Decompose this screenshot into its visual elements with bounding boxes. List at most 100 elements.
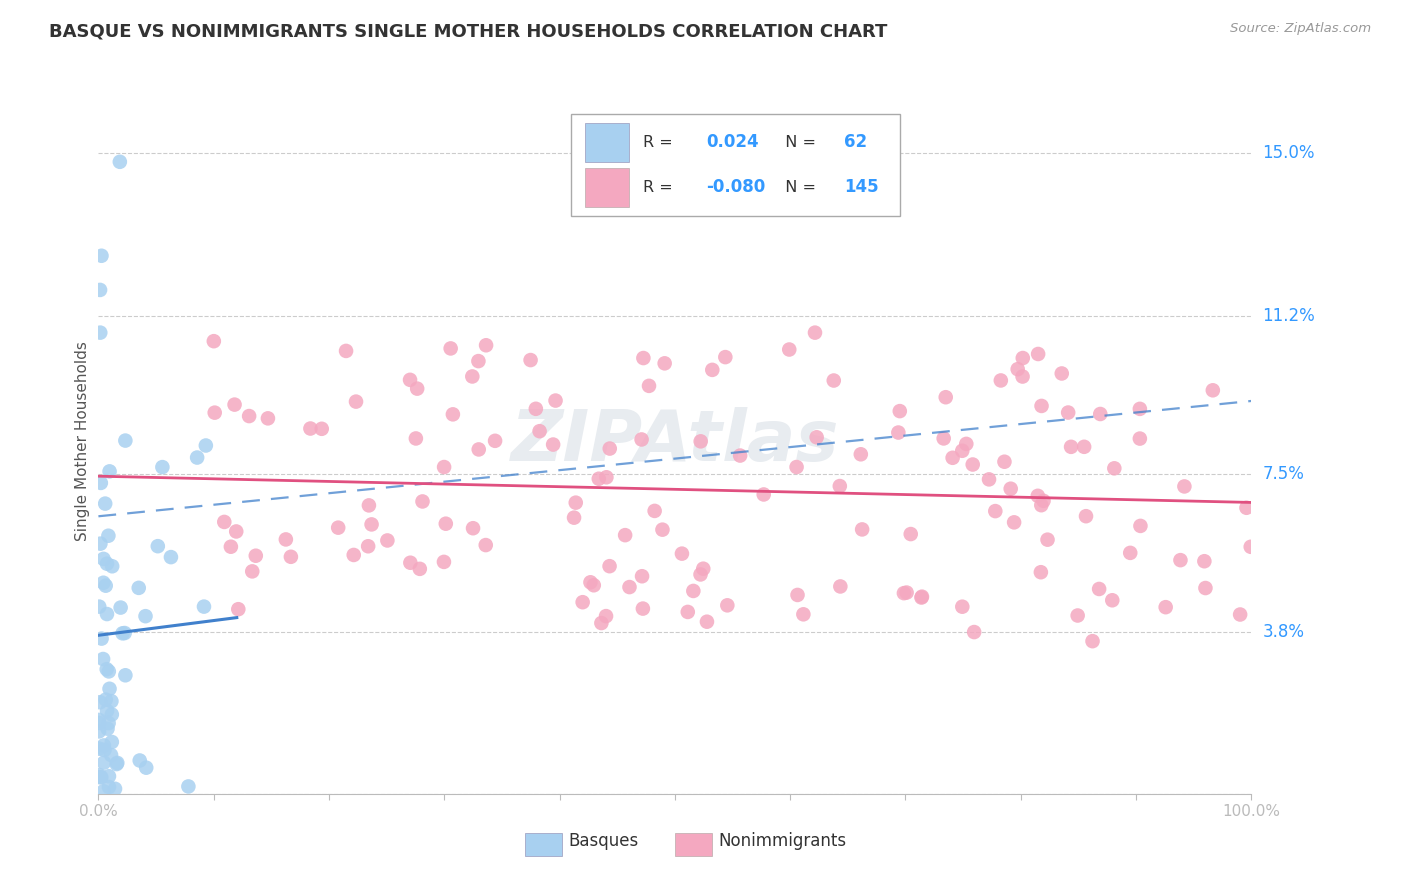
Point — [1057, 405, 1080, 419]
Point — [87, 713, 110, 727]
Point — [778, 343, 800, 357]
Point — [101, 559, 124, 574]
Point — [101, 707, 124, 722]
Point — [87, 715, 110, 730]
Point — [702, 363, 724, 377]
Point — [1011, 369, 1033, 384]
Point — [433, 555, 456, 569]
Point — [299, 421, 322, 435]
FancyBboxPatch shape — [585, 123, 628, 161]
Point — [1129, 401, 1152, 416]
Point — [96, 722, 118, 736]
Point — [245, 549, 267, 563]
Text: 62: 62 — [845, 134, 868, 152]
Point — [1173, 479, 1195, 493]
Text: 0.024: 0.024 — [706, 134, 759, 152]
Point — [98, 681, 121, 696]
Point — [676, 605, 699, 619]
Point — [100, 694, 122, 708]
Point — [97, 716, 120, 731]
Point — [519, 353, 541, 368]
Point — [935, 390, 957, 404]
Point — [942, 450, 965, 465]
Point — [344, 394, 367, 409]
Point — [541, 437, 564, 451]
Point — [887, 425, 910, 440]
Point — [441, 408, 464, 422]
Point — [94, 497, 117, 511]
Point — [714, 350, 737, 364]
Point — [224, 398, 246, 412]
Point — [89, 770, 111, 784]
Point — [114, 434, 136, 448]
Point — [544, 393, 567, 408]
Point — [89, 695, 111, 709]
Point — [638, 379, 661, 393]
Point — [238, 409, 260, 423]
Point — [571, 595, 593, 609]
Point — [311, 422, 333, 436]
Point — [240, 565, 263, 579]
Point — [1154, 600, 1177, 615]
Point — [467, 442, 489, 457]
Point — [186, 450, 208, 465]
Point — [1036, 533, 1059, 547]
Point — [1119, 546, 1142, 560]
Point — [654, 356, 676, 370]
Point — [128, 754, 150, 768]
Point — [93, 784, 115, 798]
Point — [1002, 516, 1025, 530]
Point — [87, 724, 110, 739]
Point — [1029, 565, 1052, 579]
Point — [461, 521, 484, 535]
Point — [631, 569, 654, 583]
Text: R =: R = — [643, 180, 678, 195]
Point — [87, 768, 110, 782]
Point — [823, 374, 845, 388]
Point — [1026, 347, 1049, 361]
Point — [274, 533, 297, 547]
Point — [89, 326, 111, 340]
Point — [135, 761, 157, 775]
Point — [89, 741, 111, 756]
Point — [671, 547, 693, 561]
Point — [932, 432, 955, 446]
Point — [849, 447, 872, 461]
Point — [689, 567, 711, 582]
Point — [614, 528, 637, 542]
Point — [406, 382, 429, 396]
Point — [108, 154, 131, 169]
Point — [160, 550, 183, 565]
Point — [696, 615, 718, 629]
Point — [328, 521, 350, 535]
Point — [910, 591, 932, 605]
Point — [562, 510, 585, 524]
Point — [619, 580, 641, 594]
Text: N =: N = — [775, 135, 821, 150]
Point — [689, 434, 711, 449]
Point — [94, 692, 117, 706]
Point — [786, 460, 808, 475]
Point — [93, 743, 115, 757]
Point — [280, 549, 302, 564]
Point — [950, 443, 973, 458]
Point — [150, 460, 173, 475]
Point — [588, 472, 610, 486]
Point — [644, 504, 666, 518]
Point — [97, 665, 120, 679]
Point — [114, 668, 136, 682]
Point — [582, 578, 605, 592]
Point — [1170, 553, 1192, 567]
Point — [194, 438, 217, 452]
Point — [257, 411, 280, 425]
FancyBboxPatch shape — [585, 168, 628, 207]
FancyBboxPatch shape — [524, 833, 562, 856]
Text: BASQUE VS NONIMMIGRANTS SINGLE MOTHER HOUSEHOLDS CORRELATION CHART: BASQUE VS NONIMMIGRANTS SINGLE MOTHER HO… — [49, 22, 887, 40]
Point — [484, 434, 506, 448]
Point — [1129, 519, 1152, 533]
Text: Basques: Basques — [569, 832, 640, 850]
Point — [90, 475, 112, 490]
Point — [1101, 593, 1123, 607]
Point — [599, 442, 621, 456]
Point — [475, 338, 498, 352]
